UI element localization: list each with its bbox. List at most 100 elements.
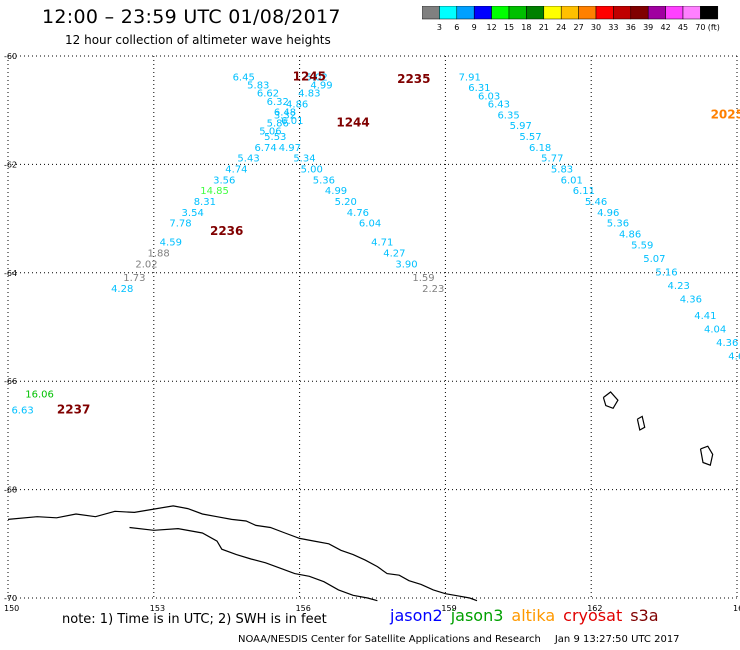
colorbar-label: 3 xyxy=(437,23,442,32)
wave-height-label: 4.59 xyxy=(160,238,182,249)
legend-jason2: jason2 xyxy=(390,606,443,625)
satellite-legend: jason2 jason3 altika cryosat s3a xyxy=(390,606,667,625)
wave-height-label: 1.73 xyxy=(123,273,145,284)
time-labels: 12452235124422362237202520241242 xyxy=(57,69,740,417)
wave-height-label: 4.67 xyxy=(728,352,740,363)
wave-height-label: 3.90 xyxy=(395,259,417,270)
colorbar-label: 45 xyxy=(678,23,688,32)
colorbar-label: 70 xyxy=(695,23,705,32)
colorbar-swatch xyxy=(508,6,527,20)
wave-height-label: 4.86 xyxy=(286,99,308,110)
colorbar-swatch xyxy=(526,6,545,20)
colorbar-swatch xyxy=(439,6,458,20)
map-grid xyxy=(7,55,738,599)
pass-time-label: 1244 xyxy=(336,115,369,129)
coastline xyxy=(7,391,714,602)
observation-labels: 6.455.836.626.326.486.015.024.994.834.86… xyxy=(11,72,740,416)
lon-tick-label: 150 xyxy=(4,604,19,613)
wave-height-label: 5.46 xyxy=(585,197,607,208)
wave-height-label: 5.36 xyxy=(607,219,629,230)
lon-tick-label: 156 xyxy=(296,604,311,613)
legend-altika: altika xyxy=(511,606,556,625)
colorbar-label: 9 xyxy=(472,23,477,32)
wave-height-label: 4.86 xyxy=(619,230,641,241)
wave-height-label: 4.74 xyxy=(225,165,247,176)
coastline-segment xyxy=(129,526,378,602)
colorbar-label: 24 xyxy=(556,23,566,32)
wave-height-label: 4.71 xyxy=(371,238,393,249)
lon-tick-label: 159 xyxy=(441,604,456,613)
colorbar-label: 30 xyxy=(591,23,601,32)
wave-height-label: 7.91 xyxy=(459,72,481,83)
wave-height-label: 5.16 xyxy=(655,268,677,279)
colorbar-swatch xyxy=(613,6,632,20)
coastline-segment xyxy=(7,505,478,602)
wave-height-label: 5.34 xyxy=(293,154,315,165)
wave-height-label: 6.45 xyxy=(233,72,255,83)
colorbar-unit: (ft) xyxy=(708,23,720,32)
colorbar-label: 33 xyxy=(608,23,618,32)
wave-height-label: 5.83 xyxy=(551,165,573,176)
wave-height-label: 6.04 xyxy=(359,219,381,230)
lat-tick-label: -66 xyxy=(4,377,17,386)
colorbar-swatch xyxy=(682,6,701,20)
colorbar-swatch xyxy=(456,6,475,20)
wave-height-label: 6.62 xyxy=(257,89,279,100)
wave-height-label: 6.48 xyxy=(274,108,296,119)
wave-height-label: 5.57 xyxy=(519,132,541,143)
wave-height-label: 4.96 xyxy=(597,208,619,219)
legend-cryosat: cryosat xyxy=(563,606,623,625)
wave-height-label: 5.36 xyxy=(313,175,335,186)
wave-height-label: 4.99 xyxy=(325,186,347,197)
colorbar-label: 18 xyxy=(521,23,531,32)
colorbar-swatch xyxy=(473,6,492,20)
wave-height-label: 4.76 xyxy=(347,208,369,219)
wave-height-label: 5.97 xyxy=(510,121,532,132)
legend-jason3: jason3 xyxy=(450,606,504,625)
lat-tick-label: -60 xyxy=(4,52,17,61)
wave-height-label: 6.32 xyxy=(267,97,289,108)
coastline-segment xyxy=(699,445,714,467)
colorbar-swatch xyxy=(578,6,597,20)
wave-height-label: 1.88 xyxy=(148,249,170,260)
colorbar: 3 6 9 12 15 18 21 24 27 30 33 36 39 42 45 70 (ft) xyxy=(422,6,720,32)
pass-time-label: 2235 xyxy=(397,72,430,86)
wave-height-label: 6.11 xyxy=(573,186,595,197)
lat-tick-label: -70 xyxy=(4,594,17,603)
wave-height-label: 4.36 xyxy=(680,295,702,306)
lat-tick-label: -68 xyxy=(4,486,17,495)
colorbar-label: 27 xyxy=(574,23,584,32)
colorbar-swatch xyxy=(665,6,684,20)
pass-time-label: 2236 xyxy=(210,224,243,238)
page-subtitle: 12 hour collection of altimeter wave hei… xyxy=(65,33,331,47)
colorbar-label: 36 xyxy=(626,23,636,32)
wave-height-label: 4.99 xyxy=(310,81,332,92)
colorbar-swatch xyxy=(647,6,666,20)
colorbar-swatch xyxy=(630,6,649,20)
pass-time-label: 2237 xyxy=(57,403,90,417)
wave-height-label: 4.04 xyxy=(704,324,726,335)
wave-height-label: 5.00 xyxy=(301,165,323,176)
wave-height-label: 5.77 xyxy=(541,154,563,165)
axis-ticks: 150 153 156 159 162 165 -60 -62 -64 -66 -68 -70 xyxy=(4,52,740,613)
colorbar-swatch xyxy=(543,6,562,20)
wave-height-label: 7.78 xyxy=(169,219,191,230)
coastline-segment xyxy=(602,391,619,410)
wave-height-label: 4.83 xyxy=(298,89,320,100)
wave-height-label: 6.43 xyxy=(488,99,510,110)
wave-height-label: 4.97 xyxy=(279,143,301,154)
wave-height-label: 3.32 xyxy=(274,110,296,121)
wave-height-label: 4.27 xyxy=(383,249,405,260)
pass-time-label: 2025 xyxy=(711,107,740,121)
wave-height-label: 4.23 xyxy=(668,281,690,292)
wave-height-label: 5.07 xyxy=(643,254,665,265)
colorbar-swatch xyxy=(700,6,719,20)
wave-height-label: 6.35 xyxy=(497,110,519,121)
wave-height-label: 5.20 xyxy=(335,197,357,208)
wave-height-label: 6.01 xyxy=(281,116,303,127)
lon-tick-label: 153 xyxy=(150,604,165,613)
colorbar-label: 21 xyxy=(539,23,549,32)
wave-height-label: 2.23 xyxy=(422,284,444,295)
wave-height-label: 5.83 xyxy=(247,81,269,92)
